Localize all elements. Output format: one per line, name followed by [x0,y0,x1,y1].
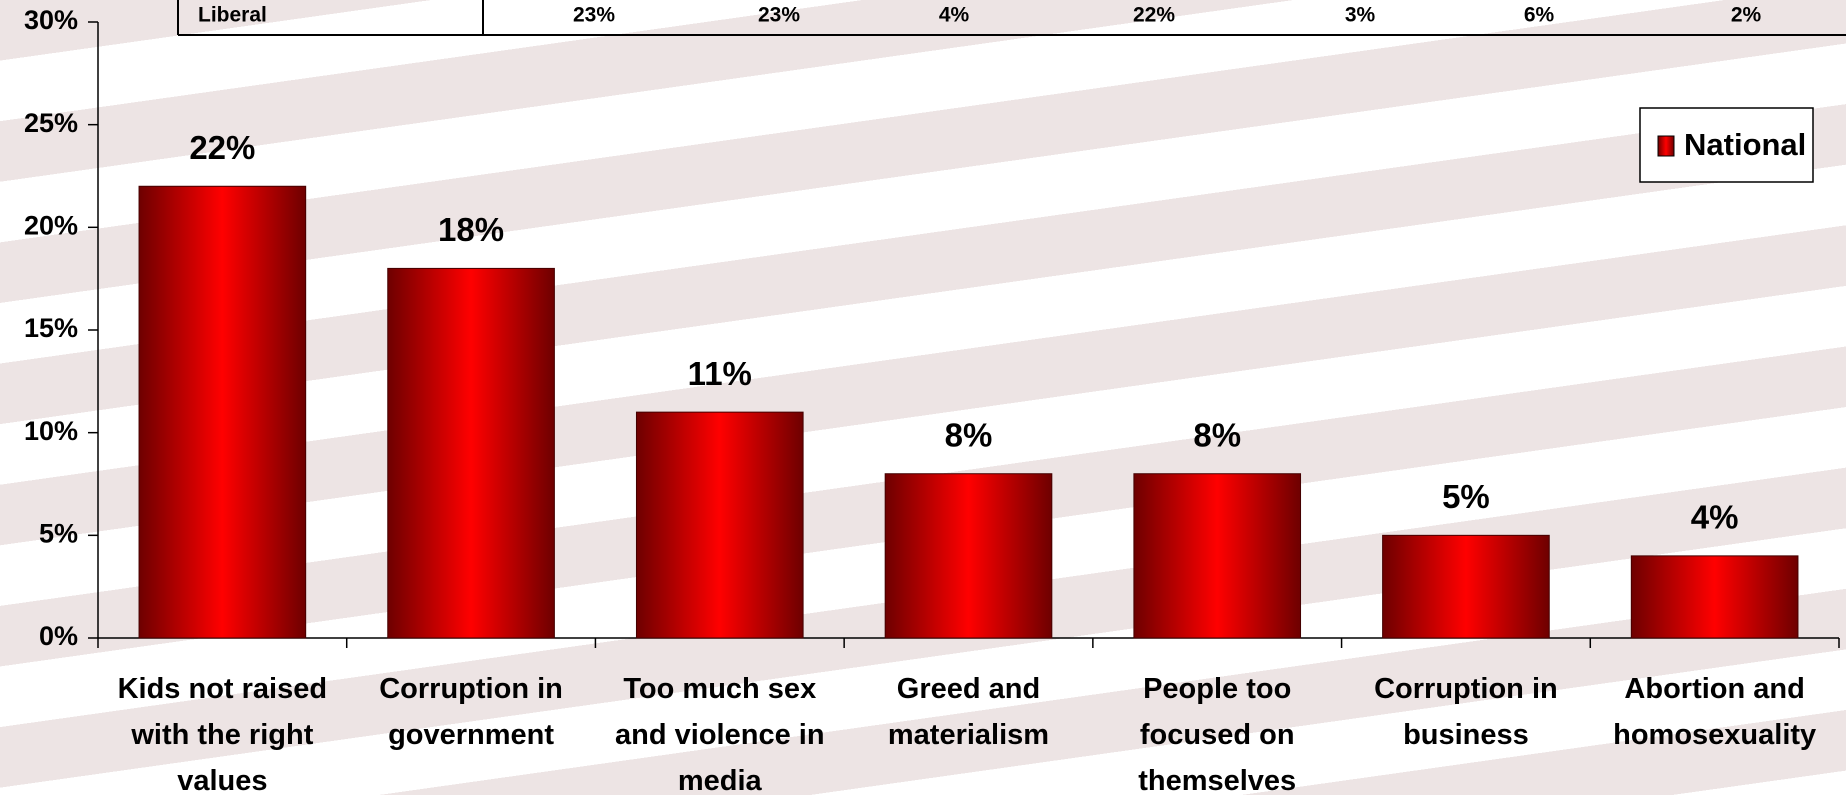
legend-label: National [1684,127,1806,162]
value-label: 8% [1193,416,1241,453]
table-cell: 2% [1731,4,1762,27]
bar [138,185,307,639]
x-tick-label: Abortion and homosexuality [1613,673,1817,751]
table-cell: 23% [573,4,615,27]
y-tick-label: 15% [24,313,78,343]
x-tick-label: Greed and materialism [887,673,1050,751]
table-cell: 23% [758,4,800,27]
bar [1382,534,1550,639]
value-label: 8% [945,416,993,453]
x-tick-label: Corruption in government [379,673,563,751]
x-tick-label: Too much sex and violence in media [615,673,825,795]
y-tick-label: 5% [39,518,78,548]
value-label: 11% [688,355,752,392]
table-cell: 22% [1133,4,1175,27]
y-tick-label: 10% [24,416,78,446]
table-cell: 6% [1524,4,1555,27]
bar [1133,473,1302,639]
x-tick-label: Kids not raised with the right values [117,673,328,795]
value-label: 18% [438,211,504,248]
bar [635,411,804,639]
y-tick-label: 0% [39,621,78,651]
bar [1630,555,1799,639]
legend-swatch [1657,135,1675,157]
y-tick-label: 20% [24,210,78,240]
value-label: 5% [1442,478,1490,515]
table-cell: 3% [1345,4,1376,27]
x-tick-label: Corruption in business [1374,673,1558,751]
table-cell: Liberal [198,4,267,27]
bar [387,267,555,639]
x-tick-label: People too focused on themselves [1138,673,1297,795]
value-label: 4% [1691,499,1739,536]
table-cell: 4% [939,4,970,27]
y-tick-label: 30% [24,5,78,35]
bar [884,473,1053,639]
y-tick-label: 25% [24,108,78,138]
value-label: 22% [189,129,255,166]
